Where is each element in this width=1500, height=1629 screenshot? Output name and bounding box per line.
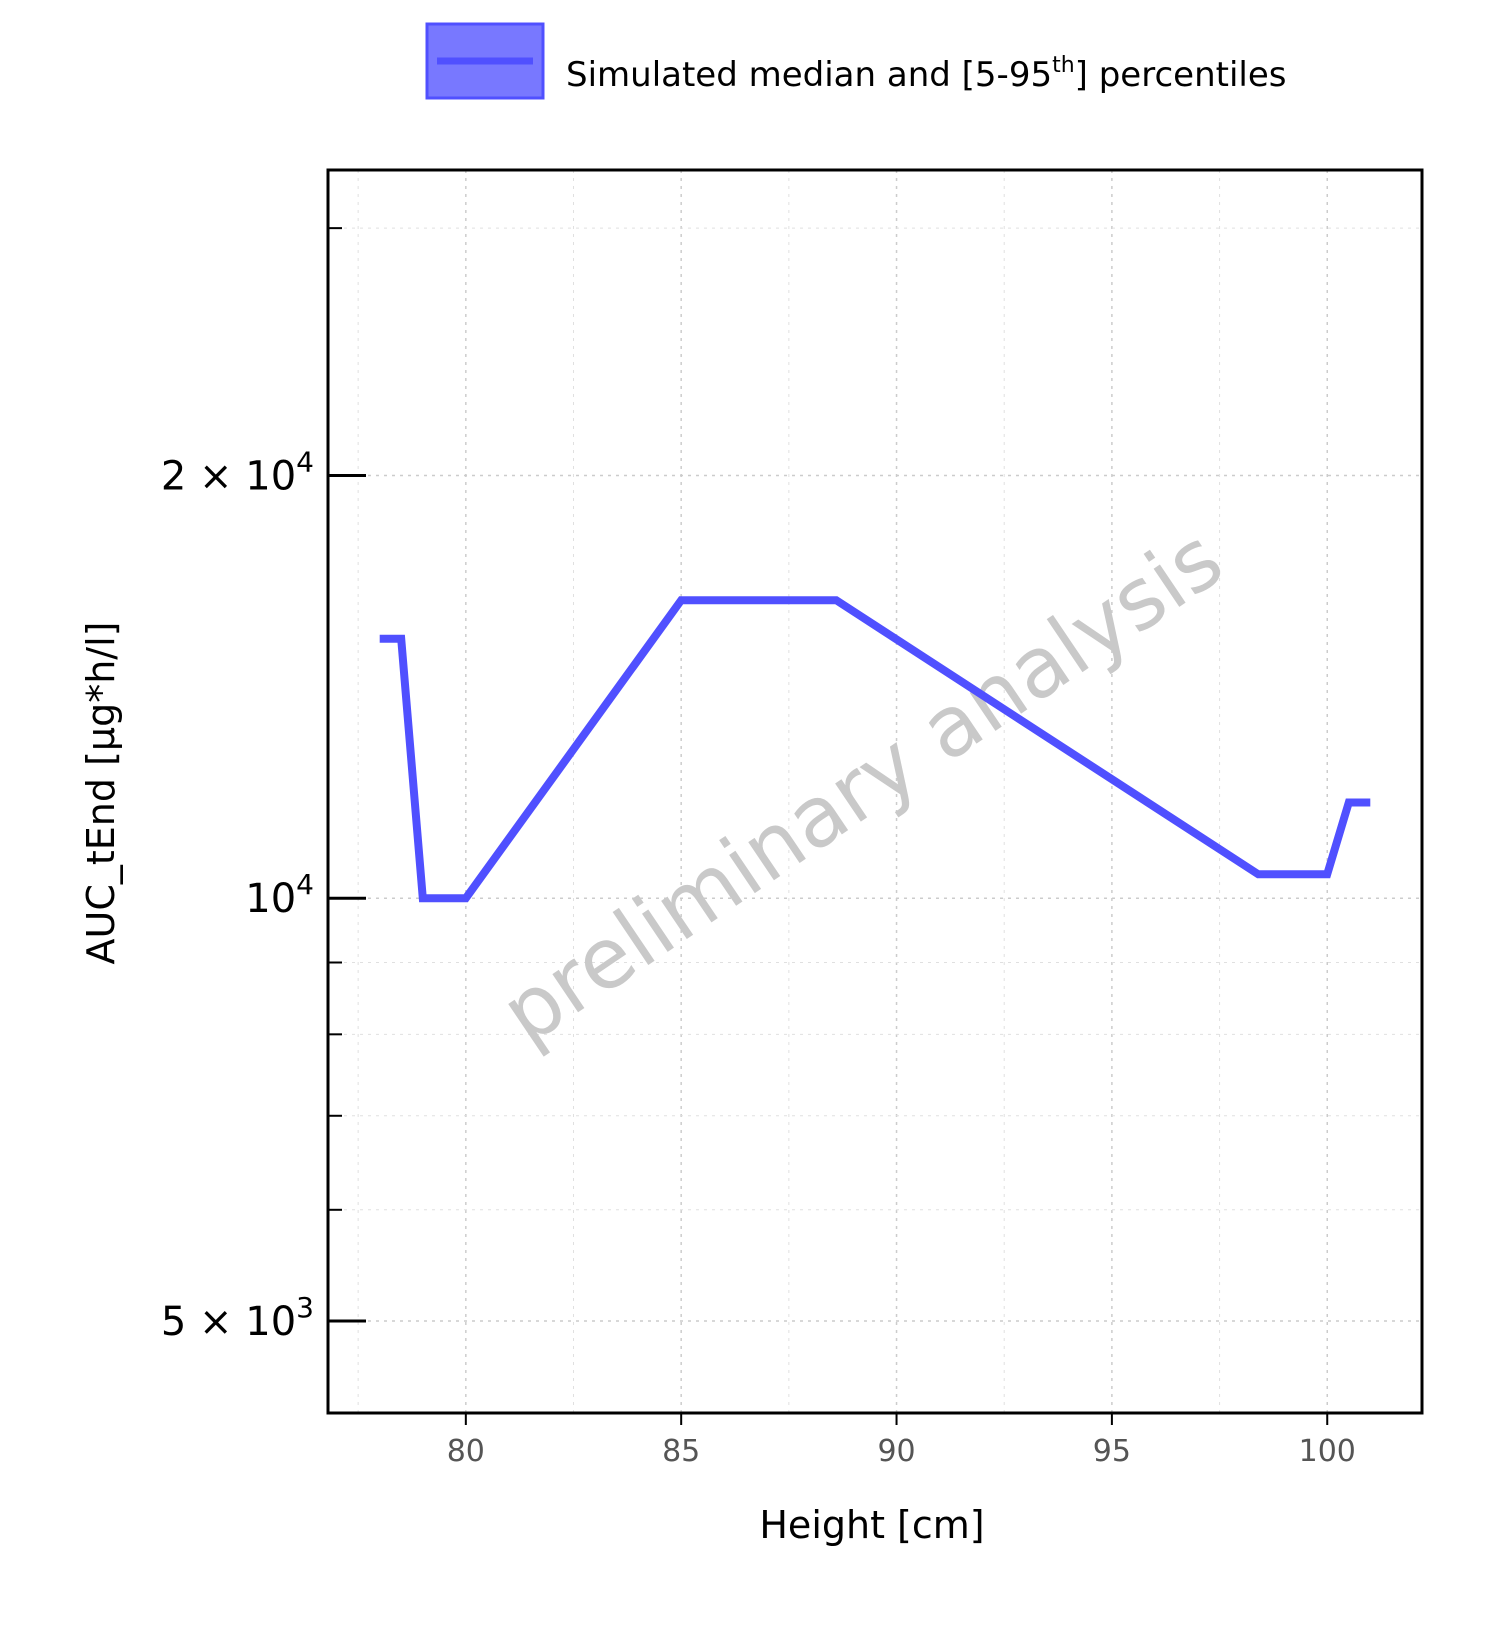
y-tick-label: 5 × 103 (161, 1291, 314, 1345)
legend-label-sup: th (1052, 53, 1075, 78)
x-tick-label: 90 (877, 1434, 915, 1469)
y-tick-label: 2 × 104 (161, 445, 314, 499)
y-axis-title: AUC_tEnd [µg*h/l] (79, 622, 123, 965)
x-tick-label: 95 (1093, 1434, 1131, 1469)
legend-label-end: ] percentiles (1075, 55, 1287, 95)
legend-label: Simulated median and [5-95th] percentile… (566, 53, 1286, 95)
x-tick-label: 80 (447, 1434, 485, 1469)
y-axis: 5 × 103 104 2 × 104 (161, 227, 366, 1345)
x-axis-title: Height [cm] (759, 1503, 984, 1547)
x-tick-label: 85 (662, 1434, 700, 1469)
series-line (379, 596, 1371, 903)
plot-panel (326, 168, 1424, 1415)
legend: Simulated median and [5-95th] percentile… (425, 22, 1286, 100)
series-group (379, 596, 1371, 903)
grid (328, 170, 1422, 1413)
x-axis: 80 85 90 95 100 (447, 1413, 1356, 1469)
y-tick-label: 104 (245, 868, 314, 922)
legend-label-main: Simulated median and [5-95 (566, 55, 1052, 95)
x-tick-label: 100 (1299, 1434, 1356, 1469)
